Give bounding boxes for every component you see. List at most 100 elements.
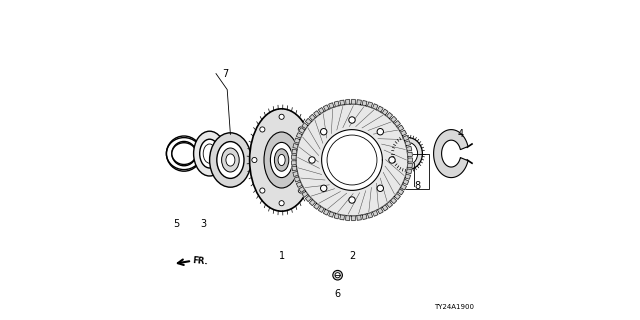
Polygon shape: [394, 194, 401, 199]
Polygon shape: [405, 174, 410, 179]
Polygon shape: [299, 187, 305, 192]
Polygon shape: [299, 128, 305, 133]
Circle shape: [349, 117, 355, 123]
Circle shape: [349, 197, 355, 203]
Polygon shape: [378, 106, 383, 112]
Polygon shape: [305, 196, 312, 202]
Polygon shape: [334, 101, 339, 107]
Ellipse shape: [172, 143, 196, 164]
Ellipse shape: [217, 141, 244, 179]
Ellipse shape: [193, 131, 226, 176]
Polygon shape: [357, 100, 362, 105]
Polygon shape: [391, 116, 397, 122]
Polygon shape: [293, 172, 298, 176]
Polygon shape: [408, 152, 412, 156]
Polygon shape: [314, 203, 319, 209]
Polygon shape: [362, 214, 367, 220]
Ellipse shape: [264, 132, 300, 188]
Ellipse shape: [394, 138, 422, 170]
Text: 3: 3: [200, 219, 206, 229]
Text: 6: 6: [335, 289, 340, 300]
Ellipse shape: [210, 133, 252, 187]
Polygon shape: [294, 177, 300, 182]
Polygon shape: [391, 198, 397, 204]
Circle shape: [335, 273, 340, 278]
Text: 2: 2: [349, 251, 355, 261]
Polygon shape: [346, 100, 350, 104]
Ellipse shape: [250, 109, 314, 211]
Circle shape: [333, 270, 342, 280]
Polygon shape: [403, 135, 409, 141]
Polygon shape: [296, 182, 302, 187]
Polygon shape: [329, 212, 334, 217]
Ellipse shape: [278, 155, 285, 166]
Polygon shape: [351, 216, 355, 220]
Polygon shape: [434, 130, 468, 178]
Circle shape: [321, 185, 327, 191]
Polygon shape: [329, 103, 334, 108]
Polygon shape: [292, 155, 296, 159]
Polygon shape: [408, 164, 412, 168]
Ellipse shape: [398, 142, 418, 165]
Polygon shape: [408, 158, 412, 162]
Circle shape: [377, 129, 383, 135]
Polygon shape: [292, 161, 296, 165]
Polygon shape: [372, 104, 378, 109]
Polygon shape: [398, 125, 404, 131]
Polygon shape: [302, 123, 308, 129]
Text: FR.: FR.: [192, 256, 208, 267]
Polygon shape: [314, 111, 319, 117]
Circle shape: [321, 129, 327, 135]
Polygon shape: [305, 118, 312, 124]
Polygon shape: [398, 189, 404, 195]
Ellipse shape: [226, 154, 235, 166]
Polygon shape: [378, 208, 383, 214]
Polygon shape: [318, 206, 324, 212]
Text: 5: 5: [173, 219, 179, 229]
Circle shape: [309, 157, 315, 163]
Polygon shape: [367, 102, 372, 107]
Polygon shape: [382, 205, 388, 211]
Polygon shape: [362, 100, 367, 106]
Polygon shape: [296, 133, 302, 138]
Circle shape: [389, 157, 396, 163]
Polygon shape: [405, 141, 410, 146]
Circle shape: [260, 188, 265, 193]
Ellipse shape: [275, 149, 289, 171]
Polygon shape: [387, 202, 392, 207]
Polygon shape: [293, 144, 298, 148]
Circle shape: [279, 201, 284, 206]
Polygon shape: [309, 114, 316, 120]
Polygon shape: [322, 130, 383, 190]
Polygon shape: [406, 146, 412, 151]
Text: 4: 4: [458, 129, 464, 140]
Polygon shape: [372, 211, 378, 216]
Circle shape: [298, 188, 303, 193]
Polygon shape: [292, 166, 297, 171]
Ellipse shape: [200, 139, 220, 168]
Ellipse shape: [271, 142, 293, 178]
Polygon shape: [296, 104, 408, 216]
Text: 1: 1: [278, 251, 285, 261]
Text: TY24A1900: TY24A1900: [434, 304, 474, 310]
Polygon shape: [323, 105, 329, 111]
Polygon shape: [294, 138, 300, 143]
Polygon shape: [334, 213, 339, 219]
Polygon shape: [351, 100, 355, 104]
Polygon shape: [406, 169, 412, 174]
Polygon shape: [403, 179, 409, 185]
Circle shape: [307, 157, 312, 163]
Circle shape: [252, 157, 257, 163]
Polygon shape: [292, 149, 297, 154]
Text: 8: 8: [415, 180, 420, 191]
Polygon shape: [382, 109, 388, 115]
Polygon shape: [309, 200, 316, 206]
Circle shape: [298, 127, 303, 132]
Circle shape: [279, 114, 284, 119]
Polygon shape: [340, 215, 344, 220]
Ellipse shape: [221, 148, 239, 172]
Polygon shape: [387, 113, 392, 118]
Polygon shape: [302, 191, 308, 197]
Polygon shape: [346, 216, 350, 220]
Circle shape: [172, 141, 196, 166]
